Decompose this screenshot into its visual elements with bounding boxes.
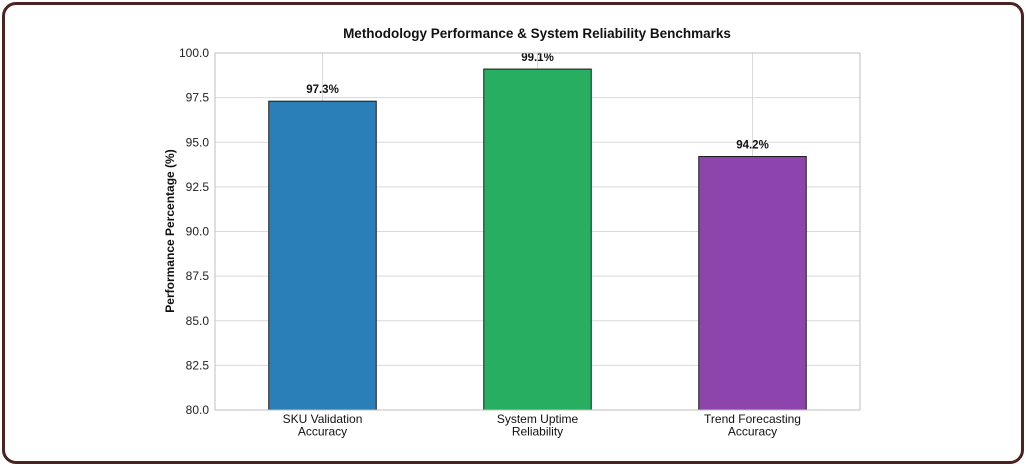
y-tick-label: 87.5 [186,269,210,283]
x-tick-label: System Uptime [497,412,579,426]
data-label: 97.3% [306,84,339,96]
y-tick-label: 82.5 [186,358,210,372]
data-label: 99.1% [521,52,554,64]
y-tick-label: 100.0 [179,46,209,60]
data-label: 94.2% [736,140,769,152]
plot-area [214,52,861,411]
y-tick-label: 85.0 [186,314,210,328]
x-tick-label: Trend Forecasting [704,412,801,426]
y-axis-label: Performance Percentage (%) [163,149,177,312]
x-tick-label: Reliability [512,425,563,439]
x-tick-label: Accuracy [298,425,347,439]
chart-title: Methodology Performance & System Reliabi… [343,26,731,41]
y-tick-label: 95.0 [186,135,210,149]
y-tick-label: 90.0 [186,225,210,239]
y-tick-label: 92.5 [186,180,210,194]
bar [698,156,807,411]
bar [268,100,377,411]
y-tick-label: 97.5 [186,91,210,105]
x-tick-label: SKU Validation [283,412,363,426]
bar [483,68,592,411]
y-tick-label: 80.0 [186,403,210,417]
x-tick-label: Accuracy [728,425,777,439]
